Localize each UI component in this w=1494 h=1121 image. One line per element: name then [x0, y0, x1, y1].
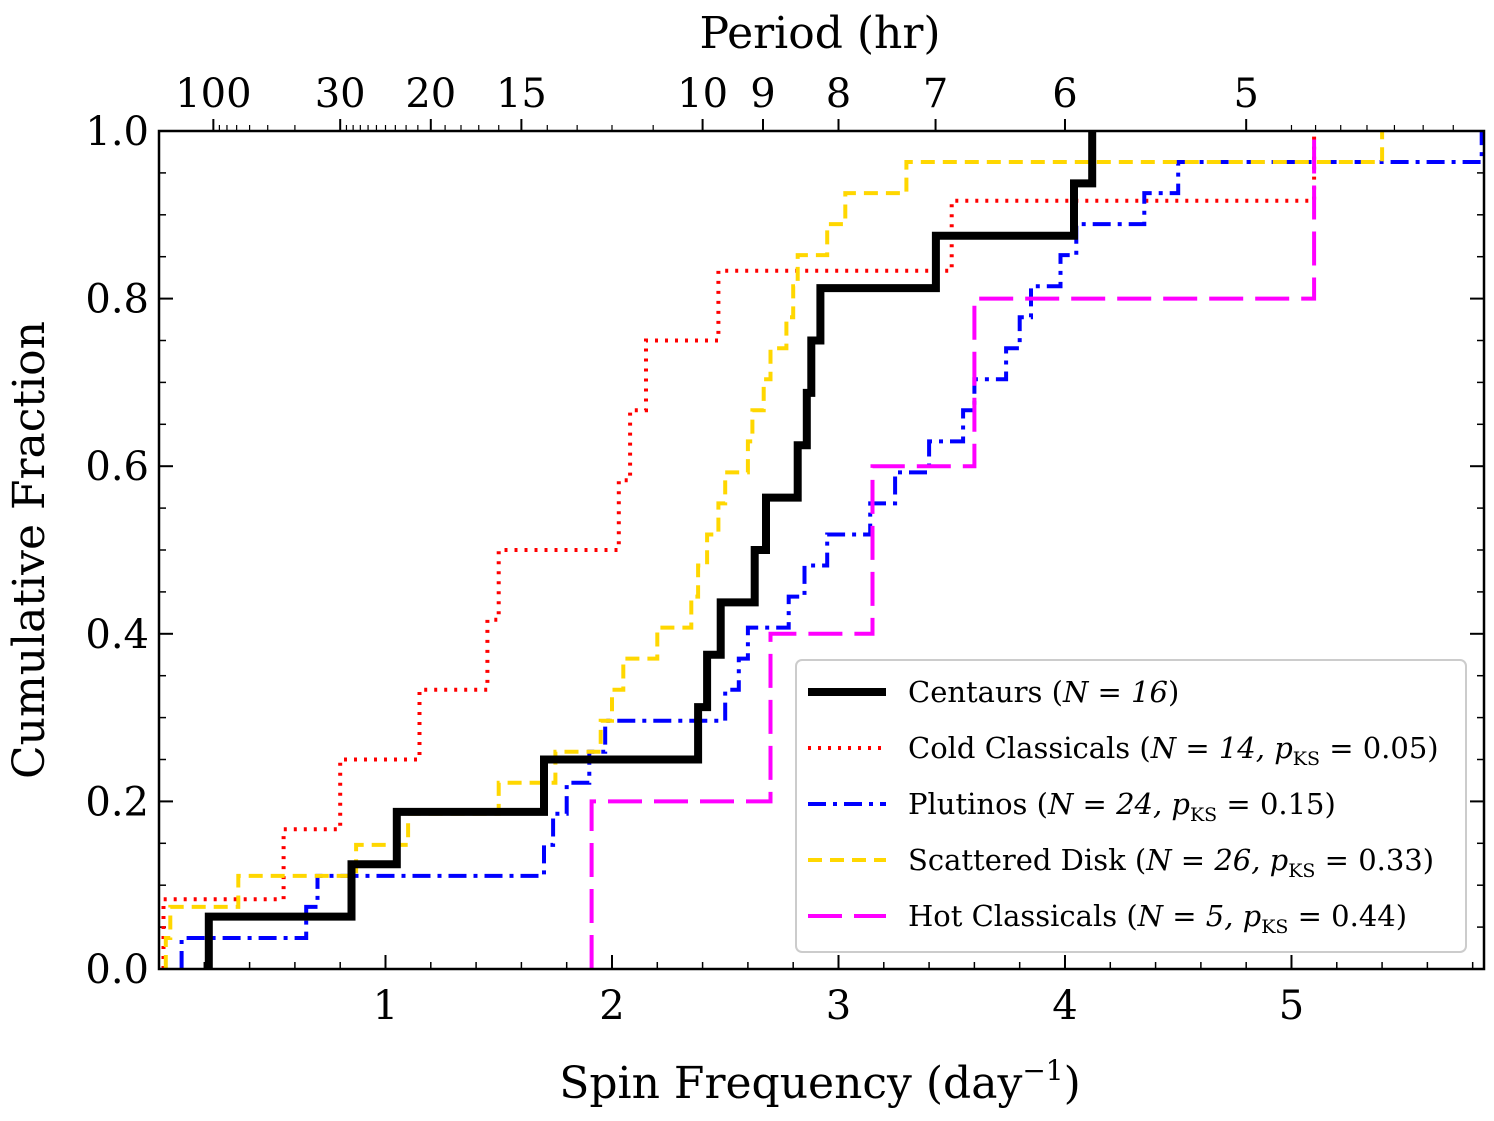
top-tick-label: 10 [677, 71, 728, 117]
top-tick-label: 30 [315, 71, 366, 117]
top-tick-label: 20 [405, 71, 456, 117]
legend-entry-label: Scattered Disk (N = 26, pKS = 0.33) [908, 843, 1434, 882]
top-tick-label: 5 [1233, 71, 1258, 117]
plot-frame [157, 129, 1486, 971]
series-line-plutinos [179, 131, 1484, 969]
legend-entry-label: Plutinos (N = 24, pKS = 0.15) [908, 787, 1336, 826]
x-axis-label: Spin Frequency (day−1) [559, 1054, 1081, 1109]
x-tick-label: 1 [373, 983, 398, 1029]
y-tick-label: 1.0 [85, 109, 149, 155]
x-tick-label: 2 [599, 983, 624, 1029]
series-layer [161, 131, 1484, 969]
x-tick-label: 4 [1052, 983, 1077, 1029]
x-tick-label: 5 [1279, 983, 1304, 1029]
y-tick-label: 0.4 [85, 612, 149, 658]
y-tick-label: 0.8 [85, 277, 149, 323]
top-tick-label: 15 [496, 71, 547, 117]
top-axis-label: Period (hr) [699, 8, 940, 59]
tick-labels: 1 2 3 4 5 0.0 0.2 0.4 0.6 0.8 1.0 100 30 20 15 10 9 8 7 6 5 [85, 71, 1304, 1029]
legend-box [795, 659, 1467, 953]
top-tick-label: 9 [750, 71, 775, 117]
y-tick-label: 0.2 [85, 779, 149, 825]
y-axis-label: Cumulative Fraction [4, 321, 55, 779]
top-tick-label: 100 [175, 71, 251, 117]
y-tick-label: 0.6 [85, 444, 149, 490]
top-tick-label: 8 [826, 71, 851, 117]
series-line-hot-classicals [589, 131, 1317, 969]
top-tick-label: 6 [1052, 71, 1077, 117]
x-tick-label: 3 [826, 983, 851, 1029]
legend-entry-label: Cold Classicals (N = 14, pKS = 0.05) [908, 731, 1439, 770]
legend: Centaurs (N = 16) Cold Classicals (N = 14… [795, 659, 1467, 953]
legend-entry-label: Centaurs (N = 16) [908, 675, 1179, 709]
y-tick-label: 0.0 [85, 947, 149, 993]
legend-entry-label: Hot Classicals (N = 5, pKS = 0.44) [908, 899, 1407, 938]
top-tick-label: 7 [923, 71, 948, 117]
series-line-cold-classicals [161, 131, 1317, 969]
series-line-centaurs [204, 131, 1097, 969]
